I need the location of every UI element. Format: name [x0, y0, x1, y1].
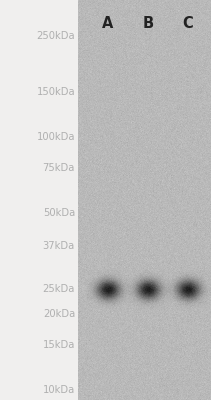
Text: 50kDa: 50kDa	[43, 208, 75, 218]
Text: C: C	[183, 16, 193, 31]
Text: 20kDa: 20kDa	[43, 309, 75, 319]
Text: 10kDa: 10kDa	[43, 385, 75, 395]
Text: 100kDa: 100kDa	[37, 132, 75, 142]
Text: B: B	[142, 16, 154, 31]
Text: 75kDa: 75kDa	[43, 164, 75, 174]
Text: 25kDa: 25kDa	[43, 284, 75, 294]
Text: A: A	[102, 16, 114, 31]
Text: 150kDa: 150kDa	[36, 87, 75, 97]
Text: 37kDa: 37kDa	[43, 241, 75, 251]
Text: 250kDa: 250kDa	[36, 31, 75, 41]
Text: 15kDa: 15kDa	[43, 340, 75, 350]
Bar	[0, 0, 78, 400]
